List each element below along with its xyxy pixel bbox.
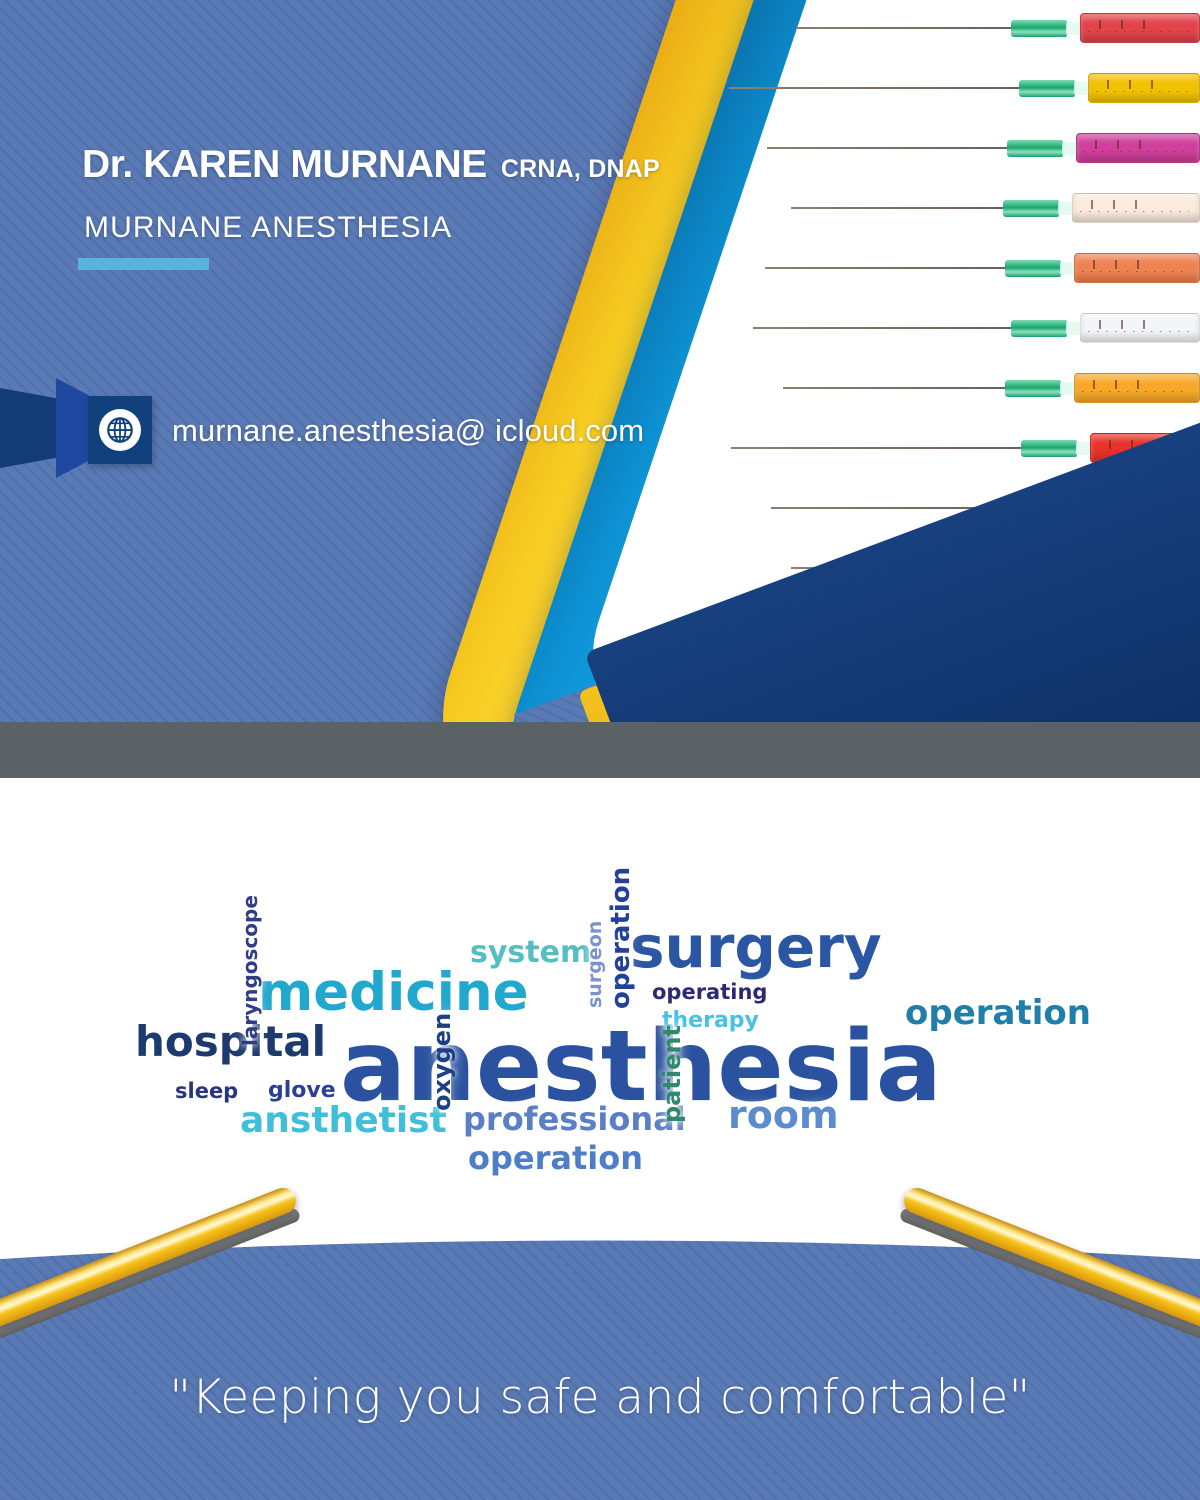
syringe-hub — [1007, 139, 1076, 157]
accent-underline-bar — [78, 258, 209, 270]
word-cloud-item: surgeon — [584, 920, 606, 1008]
business-card-front: Dr. KAREN MURNANE CRNA, DNAP MURNANE ANE… — [0, 0, 1200, 722]
syringe-hub — [1011, 19, 1080, 37]
syringe-hub — [1003, 199, 1072, 217]
back-blue-panel — [0, 1240, 1200, 1500]
word-cloud-item: oxygen — [428, 1012, 456, 1111]
syringe-hub — [1005, 259, 1074, 277]
card-divider-band — [0, 722, 1200, 778]
back-stripe-texture — [0, 1240, 1200, 1500]
syringe-hub — [1021, 439, 1090, 457]
word-cloud: anesthesia surgery medicine hospital operati… — [0, 778, 1200, 1248]
word-cloud-item: operation — [468, 1139, 643, 1177]
word-cloud-item: anesthesia — [340, 1010, 942, 1124]
ribbon-icon-box — [88, 396, 152, 464]
ribbon-fold — [56, 378, 92, 478]
syringe-needle — [767, 147, 1007, 149]
syringe-needle — [729, 87, 1019, 89]
word-cloud-item: professional — [463, 1100, 686, 1138]
word-cloud-item: therapy — [662, 1008, 759, 1033]
word-cloud-item: surgery — [630, 913, 882, 981]
syringe-item — [729, 66, 1200, 110]
syringe-needle — [753, 327, 1011, 329]
word-cloud-item: patient — [658, 1025, 686, 1123]
syringe-barrel — [1088, 73, 1200, 103]
word-cloud-item: sleep — [175, 1079, 239, 1103]
word-cloud-item: operating — [652, 980, 768, 1004]
syringe-barrel — [1080, 13, 1200, 43]
syringe-item — [767, 126, 1200, 170]
syringe-barrel — [1080, 313, 1200, 343]
syringe-needle — [783, 387, 1005, 389]
word-cloud-item: operation — [905, 993, 1091, 1033]
word-cloud-item: hospital — [135, 1017, 327, 1066]
doctor-credentials: CRNA, DNAP — [500, 155, 660, 183]
syringe-item — [765, 246, 1200, 290]
word-cloud-item: operation — [606, 866, 636, 1009]
doctor-name: Dr. KAREN MURNANE — [82, 143, 487, 186]
syringe-barrel — [1076, 133, 1200, 163]
company-name: MURNANE ANESTHESIA — [84, 211, 453, 244]
syringe-needle — [765, 267, 1005, 269]
syringe-barrel — [1074, 373, 1200, 403]
business-card-back: anesthesia surgery medicine hospital operati… — [0, 778, 1200, 1500]
ribbon-tail — [0, 388, 62, 468]
syringe-hub — [1005, 379, 1074, 397]
syringe-barrel — [1072, 193, 1200, 223]
syringe-hub — [1019, 79, 1088, 97]
syringe-item — [783, 366, 1200, 410]
word-cloud-item: ansthetist — [240, 1100, 447, 1141]
tagline: "Keeping you safe and comfortable" — [169, 1370, 1031, 1425]
word-cloud-item: glove — [268, 1078, 336, 1103]
syringe-needle — [731, 447, 1021, 449]
syringe-item — [753, 306, 1200, 350]
word-cloud-item: system — [470, 935, 592, 970]
syringe-needle — [791, 207, 1003, 209]
syringe-item — [796, 6, 1200, 50]
syringe-item — [791, 186, 1200, 230]
word-cloud-item: room — [728, 1093, 839, 1137]
word-cloud-item: medicine — [258, 962, 529, 1023]
globe-icon — [99, 409, 141, 451]
name-row: Dr. KAREN MURNANE CRNA, DNAP — [82, 143, 660, 187]
syringe-barrel — [1074, 253, 1200, 283]
syringe-hub — [1011, 319, 1080, 337]
word-cloud-item: laryngoscope — [238, 895, 262, 1046]
email-address[interactable]: murnane.anesthesia@ icloud.com — [172, 413, 645, 448]
syringe-needle — [771, 507, 1003, 509]
syringe-needle — [796, 27, 1011, 29]
